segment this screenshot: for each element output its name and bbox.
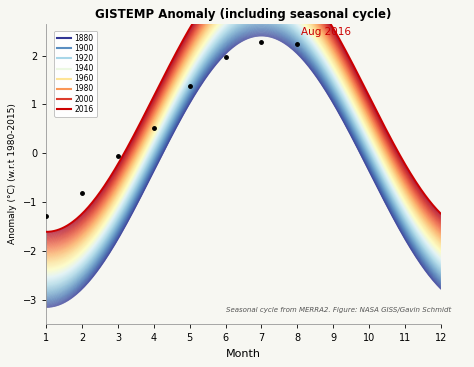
X-axis label: Month: Month: [226, 349, 261, 359]
Text: Seasonal cycle from MERRA2. Figure: NASA GISS/Gavin Schmidt: Seasonal cycle from MERRA2. Figure: NASA…: [226, 307, 451, 313]
Legend: 1880, 1900, 1920, 1940, 1960, 1980, 2000, 2016: 1880, 1900, 1920, 1940, 1960, 1980, 2000…: [54, 31, 97, 117]
Text: Aug 2016: Aug 2016: [301, 27, 351, 37]
Y-axis label: Anomaly (°C) (w.r.t 1980-2015): Anomaly (°C) (w.r.t 1980-2015): [9, 103, 18, 244]
Title: GISTEMP Anomaly (including seasonal cycle): GISTEMP Anomaly (including seasonal cycl…: [95, 8, 392, 21]
